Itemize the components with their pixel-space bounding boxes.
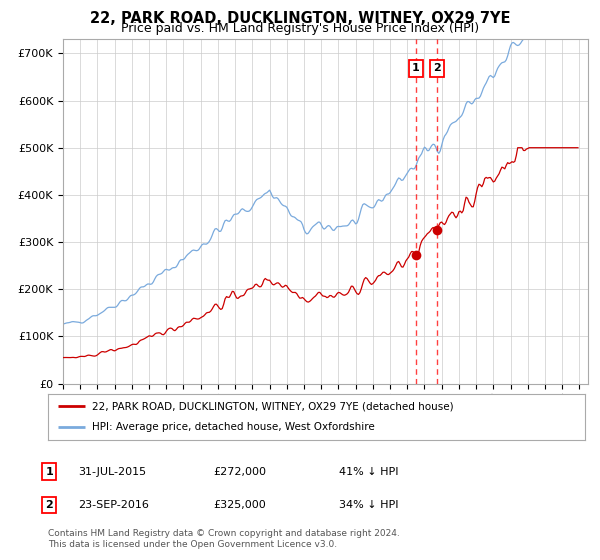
Text: HPI: Average price, detached house, West Oxfordshire: HPI: Average price, detached house, West… [92,422,375,432]
Text: 2: 2 [46,500,53,510]
Text: £325,000: £325,000 [213,500,266,510]
Text: 34% ↓ HPI: 34% ↓ HPI [339,500,398,510]
Text: 22, PARK ROAD, DUCKLINGTON, WITNEY, OX29 7YE (detached house): 22, PARK ROAD, DUCKLINGTON, WITNEY, OX29… [92,401,454,411]
Text: Price paid vs. HM Land Registry's House Price Index (HPI): Price paid vs. HM Land Registry's House … [121,22,479,35]
Text: 1: 1 [412,63,420,73]
Text: 2: 2 [434,63,441,73]
Text: 41% ↓ HPI: 41% ↓ HPI [339,466,398,477]
Text: 23-SEP-2016: 23-SEP-2016 [78,500,149,510]
Text: Contains HM Land Registry data © Crown copyright and database right 2024.
This d: Contains HM Land Registry data © Crown c… [48,529,400,549]
Text: 22, PARK ROAD, DUCKLINGTON, WITNEY, OX29 7YE: 22, PARK ROAD, DUCKLINGTON, WITNEY, OX29… [90,11,510,26]
Text: 1: 1 [46,466,53,477]
Text: 31-JUL-2015: 31-JUL-2015 [78,466,146,477]
Text: £272,000: £272,000 [213,466,266,477]
